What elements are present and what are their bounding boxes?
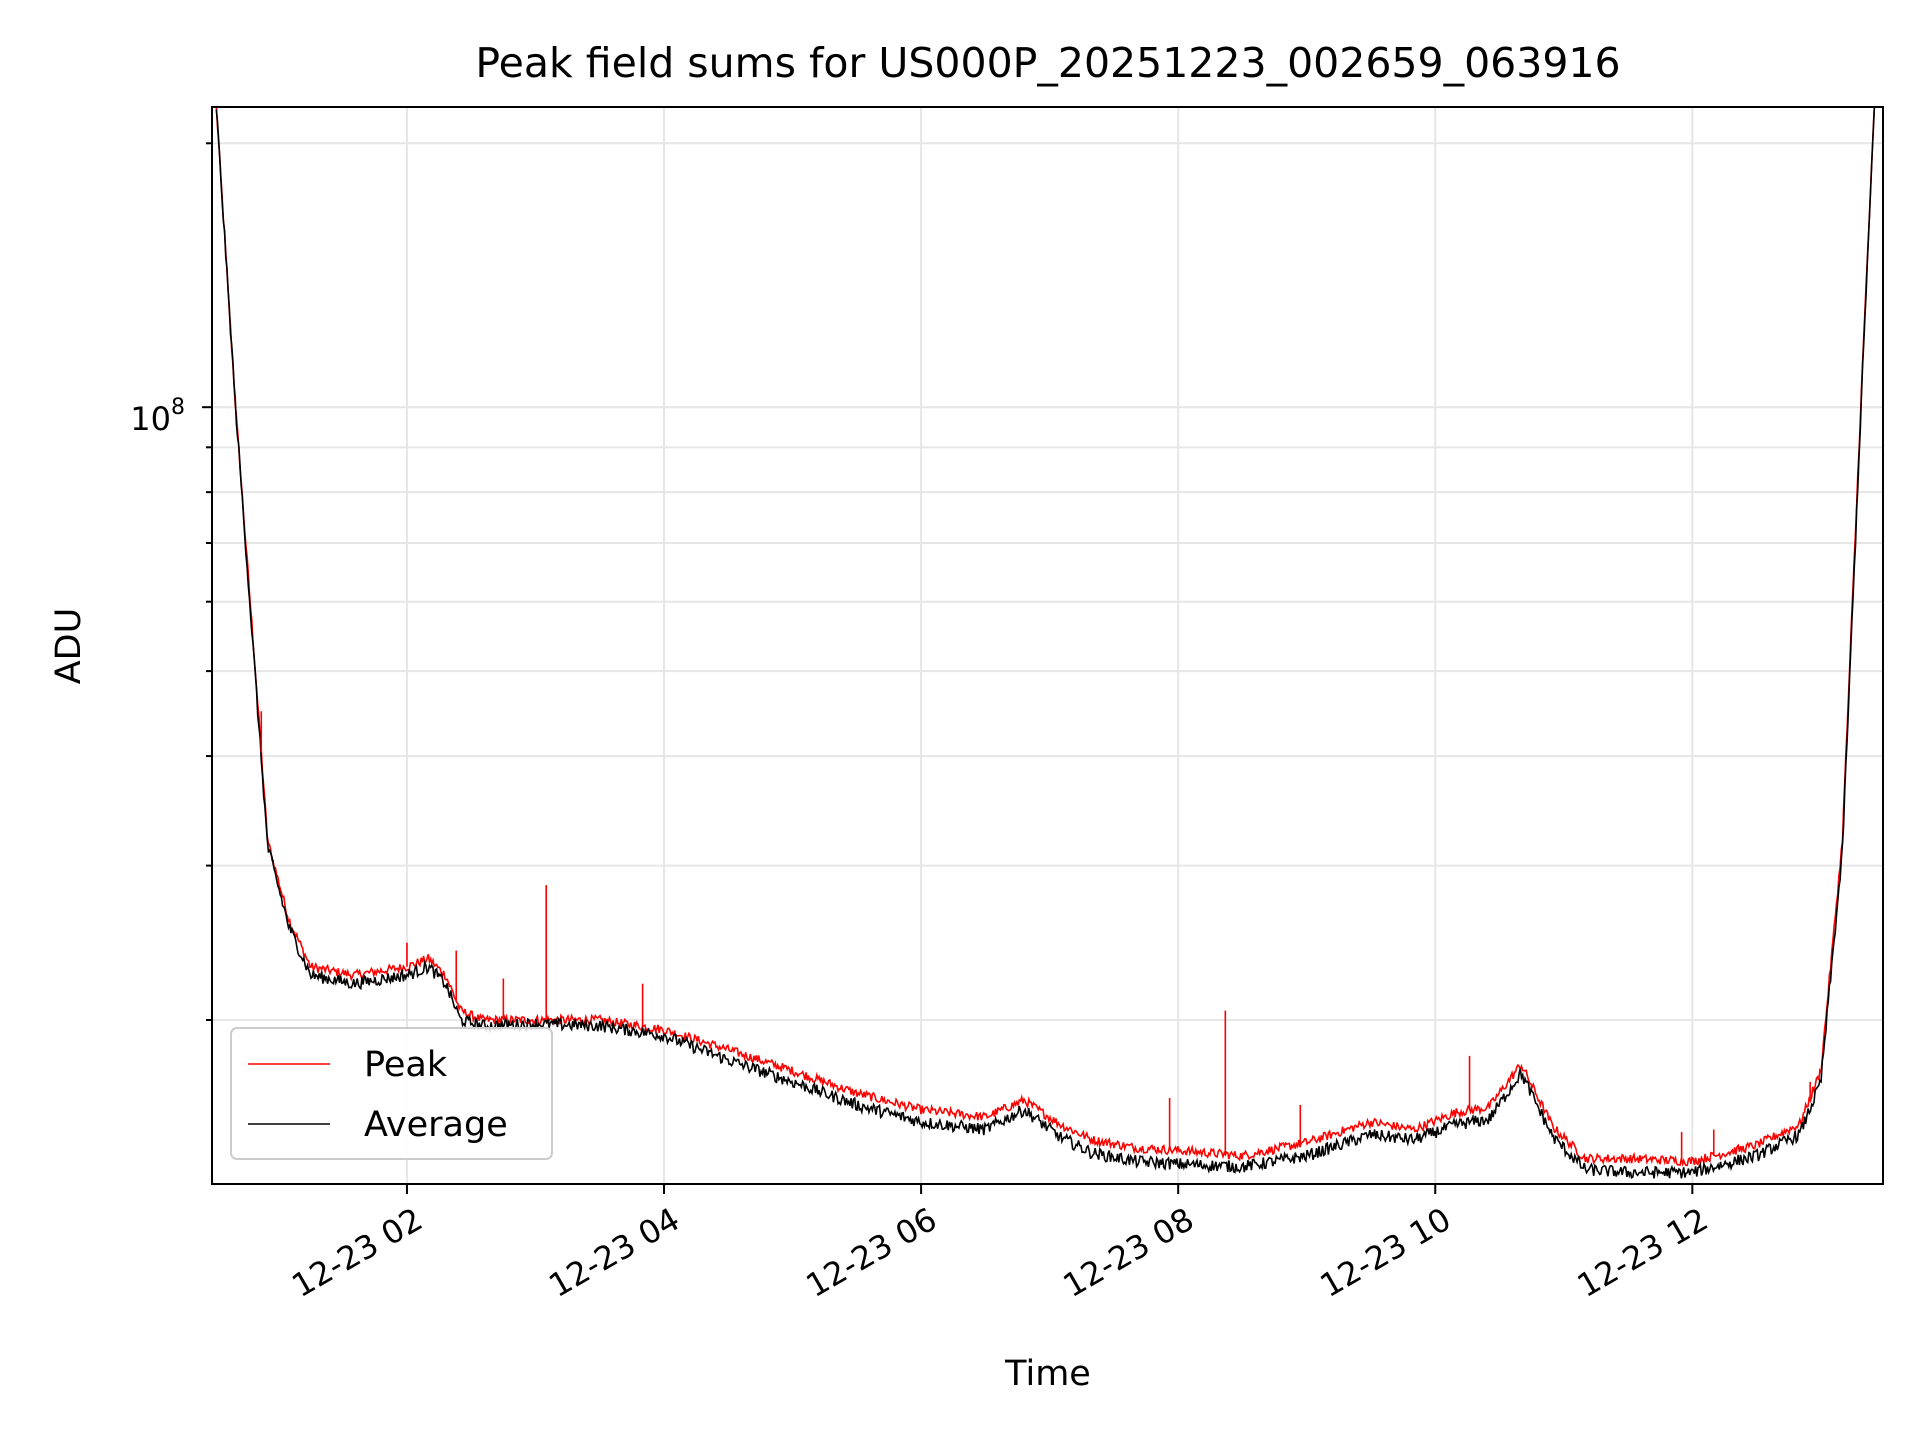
- legend-label-peak: Peak: [364, 1045, 448, 1085]
- series-line-average: [215, 107, 1876, 1179]
- x-tick-label: 12-23 02: [285, 1200, 429, 1305]
- x-tick-label: 12-23 08: [1057, 1200, 1201, 1305]
- x-tick-label: 12-23 12: [1571, 1200, 1715, 1305]
- x-tick-label: 12-23 06: [800, 1200, 944, 1305]
- x-tick-label: 12-23 04: [542, 1200, 686, 1305]
- plot-frame: [211, 106, 1884, 1185]
- chart-title: Peak field sums for US000P_20251223_0026…: [475, 39, 1620, 87]
- x-tick-label: 12-23 10: [1314, 1200, 1458, 1305]
- series-line-peak: [215, 107, 1876, 1168]
- legend-box: [230, 1027, 553, 1160]
- series-layer: [215, 107, 1876, 1179]
- y-tick-label: 108: [130, 395, 185, 438]
- legend: Peak Average: [230, 1027, 553, 1160]
- legend-label-average: Average: [364, 1105, 508, 1145]
- ticks: [202, 142, 1694, 1194]
- grid: [212, 107, 1883, 1184]
- y-tick-label-base: 10: [130, 400, 171, 438]
- y-tick-label-exp: 8: [171, 395, 185, 420]
- y-axis-label: ADU: [49, 608, 89, 685]
- svg-text:108: 108: [130, 395, 185, 438]
- x-tick-labels: 12-23 02 12-23 04 12-23 06 12-23 08 12-2…: [285, 1200, 1714, 1305]
- x-axis-label: Time: [1004, 1354, 1091, 1394]
